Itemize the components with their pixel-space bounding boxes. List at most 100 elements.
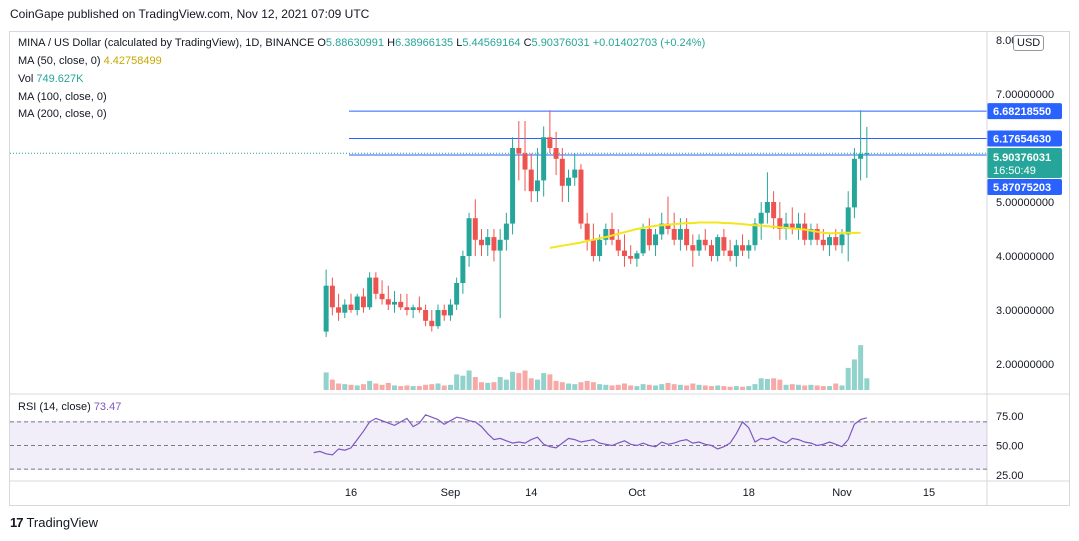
volume-bar [416,386,422,390]
volume-bar [677,384,683,390]
volume-bar [516,373,522,390]
volume-bar [820,386,826,390]
candle-body [348,304,354,310]
candle-body [715,237,721,256]
candle-body [398,301,404,308]
volume-bar [646,384,652,390]
volume-bar [795,384,801,390]
volume-bar [640,384,646,390]
candle-body [541,137,547,181]
candle-body [677,229,683,240]
volume-bar [758,378,764,390]
high-label: H [387,37,396,49]
volume-bar [460,375,466,390]
volume-bar [510,371,516,390]
volume-bar [764,378,770,390]
legend-vol-row[interactable]: Vol 749.627K [18,73,83,85]
candle-body [566,177,572,186]
candle-body [435,310,441,327]
volume-bar [845,367,851,390]
candle-body [590,239,596,256]
volume-bar [628,385,634,390]
candle-body [516,148,522,154]
candle-body [367,277,373,308]
low-value: 5.44569164 [462,37,521,49]
candle-body [858,153,864,159]
legend-rsi-row[interactable]: RSI (14, close) 73.47 [18,401,121,413]
ma50-line [549,221,861,249]
volume-bar [827,386,833,390]
volume-bar [597,384,603,390]
countdown-label: 16:50:49 [993,165,1036,177]
legend-ma100-row[interactable]: MA (100, close, 0) [18,91,107,103]
change-value: +0.01402703 (+0.24%) [592,37,706,49]
candle-body [634,253,640,259]
volume-bar [553,380,559,390]
level-tag-label: 5.87075203 [993,182,1051,194]
rsi-tick-label: 50.00 [996,441,1024,453]
volume-bar [398,386,404,390]
volume-bar [609,385,615,390]
candle-body [708,245,714,256]
candle-body [752,223,758,246]
volume-bar [690,383,696,390]
candle-body [646,229,652,246]
volume-bar [503,379,509,390]
last-price-tag [987,148,1062,178]
candle-body [447,304,453,316]
volume-bar [659,384,665,390]
rsi-polyline [313,414,867,456]
candle-body [671,229,677,240]
volume-bar [746,386,752,390]
time-tick-label: Oct [628,487,645,499]
candle-body [833,237,839,246]
volume-bar [329,379,335,390]
candle-body [628,256,634,259]
volume-bar [771,378,777,390]
candle-body [454,283,460,305]
volume-bar [858,345,864,390]
volume-bar [814,385,820,390]
candle-body [864,153,870,155]
candle-body [733,245,739,256]
candle-body [373,277,379,294]
volume-bar [733,386,739,390]
candle-body [845,207,851,235]
candle-body [746,245,752,251]
legend-ma50-row[interactable]: MA (50, close, 0) 4.42758499 [18,55,162,67]
candle-body [827,237,833,246]
volume-bar [752,384,758,390]
volume-bar [590,382,596,390]
volume-bar [336,383,342,390]
volume-bars [323,345,870,390]
rsi-value: 73.47 [93,401,122,413]
volume-bar [541,373,547,390]
volume-bar [429,384,435,390]
legend-ma200-row[interactable]: MA (200, close, 0) [18,108,107,120]
candle-body [640,229,646,254]
candle-body [665,223,671,229]
volume-bar [379,384,385,390]
candle-body [547,137,553,148]
rsi-tick-label: 25.00 [996,470,1024,482]
candle-body [839,234,845,246]
ma200-label: MA (200, close, 0) [18,108,107,120]
volume-bar [528,378,534,390]
high-value: 6.38966135 [395,37,454,49]
candle-body [584,223,590,240]
candle-body [429,320,435,327]
price-axis: 2.00000000 3.00000000 4.00000000 5.00000000… [10,32,1069,505]
time-tick-label: 14 [525,487,537,499]
volume-bar [808,384,814,390]
candle-body [684,229,690,246]
symbol-title: MINA / US Dollar (calculated by TradingV… [18,37,315,49]
volume-bar [708,386,714,390]
close-label: C [523,37,532,49]
candle-body [696,239,702,251]
currency-button[interactable]: USD [1013,35,1045,51]
time-axis: 16 Sep 14 Oct 18 Nov 15 [345,487,935,499]
legend-symbol-row: MINA / US Dollar (calculated by TradingV… [18,37,705,49]
volume-bar [833,383,839,390]
volume-bar [373,383,379,390]
